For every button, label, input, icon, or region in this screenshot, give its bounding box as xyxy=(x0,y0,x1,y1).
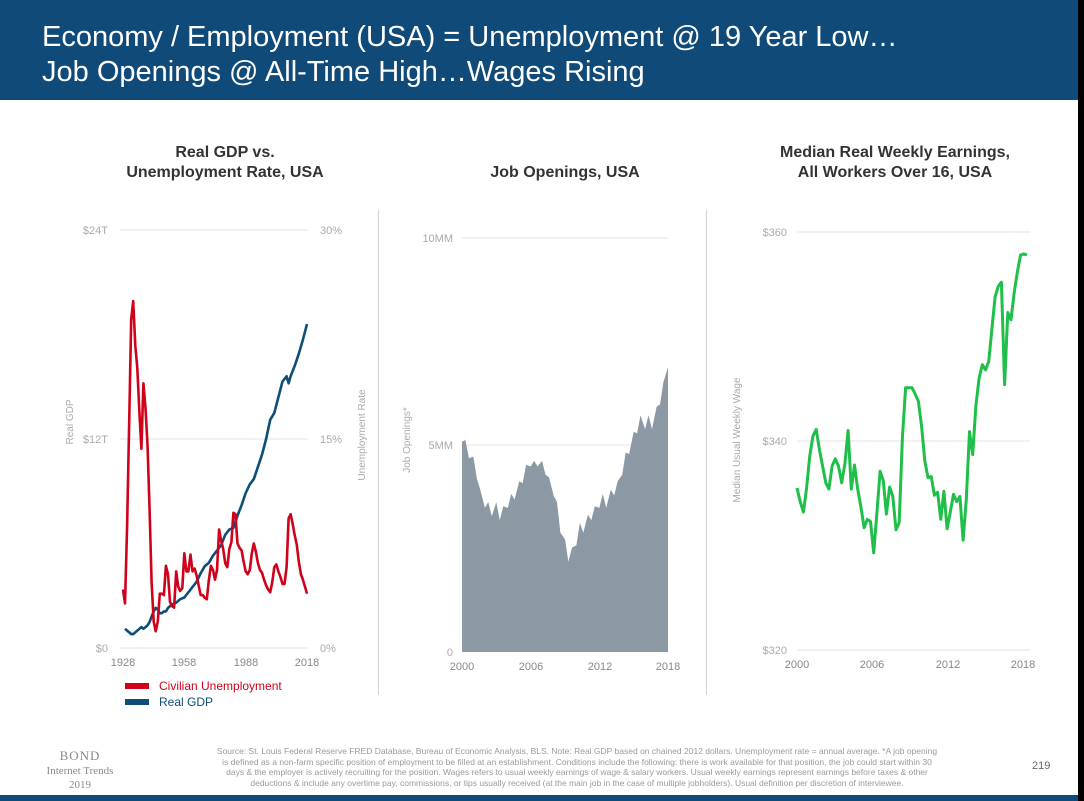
gdp-xtick-label: 1988 xyxy=(234,657,258,669)
bond-logo: BOND Internet Trends 2019 xyxy=(30,748,130,792)
slide-title-line2: Job Openings @ All-Time High…Wages Risin… xyxy=(42,56,645,88)
slide-header: Economy / Employment (USA) = Unemploymen… xyxy=(0,0,1078,100)
source-line: is defined as a non-farm specific positi… xyxy=(222,756,932,767)
gdp-xtick-label: 1958 xyxy=(172,657,196,669)
slide-title-line1: Economy / Employment (USA) = Unemploymen… xyxy=(42,21,898,53)
jobs-xtick-label: 2018 xyxy=(656,661,680,673)
unemployment-ytick-label: 30% xyxy=(320,225,342,237)
job-openings-area xyxy=(462,367,668,652)
panel-divider-left xyxy=(378,210,379,695)
gdp-ylabel: Real GDP xyxy=(65,399,76,444)
earnings-xtick-label: 2012 xyxy=(936,659,960,671)
jobs-xtick-label: 2006 xyxy=(519,661,543,673)
gdp-xtick-label: 2018 xyxy=(295,657,319,669)
earnings-ytick-label: $340 xyxy=(763,436,787,448)
earnings-xtick-label: 2006 xyxy=(860,659,884,671)
gdp-ytick-label: $24T xyxy=(83,225,108,237)
earnings-ylabel: Median Usual Weekly Wage xyxy=(732,377,743,502)
source-line: Source: St. Louis Federal Reserve FRED D… xyxy=(216,746,938,756)
jobs-xtick-label: 2012 xyxy=(588,661,612,673)
median-weekly-earnings-line xyxy=(795,252,1028,555)
source-line: days & the employer is actively recruiti… xyxy=(226,767,928,777)
jobs-ytick-label: 0 xyxy=(447,647,453,659)
gdp-chart-title: Real GDP vs. Unemployment Rate, USA xyxy=(80,143,370,183)
logo-year: 2019 xyxy=(69,779,91,791)
gdp-chart-title-line1: Real GDP vs. xyxy=(175,144,275,161)
source-note: Source: St. Louis Federal Reserve FRED D… xyxy=(132,746,1022,788)
gdp-xtick-label: 1928 xyxy=(111,657,135,669)
jobs-ytick-label: 5MM xyxy=(429,440,453,452)
source-line: deductions & include any overtime pay, c… xyxy=(250,777,904,788)
logo-text: BOND xyxy=(59,748,101,763)
earnings-ytick-label: $360 xyxy=(763,227,787,239)
jobs-ylabel: Job Openings* xyxy=(402,407,413,473)
legend-label: Real GDP xyxy=(159,695,214,709)
legend-item-unemployment: Civilian Unemployment xyxy=(125,679,282,693)
earnings-xtick-label: 2018 xyxy=(1011,659,1035,671)
jobs-xtick-label: 2000 xyxy=(450,661,474,673)
gdp-ytick-label: $0 xyxy=(96,643,108,655)
logo-subtext: Internet Trends xyxy=(46,765,114,777)
earnings-xtick-label: 2000 xyxy=(785,659,809,671)
earnings-chart-title: Median Real Weekly Earnings, All Workers… xyxy=(745,143,1045,183)
bottom-bar xyxy=(0,795,1078,801)
gdp-ytick-label: $12T xyxy=(83,434,108,446)
unemployment-ylabel: Unemployment Rate xyxy=(357,389,368,481)
earnings-chart-title-line1: Median Real Weekly Earnings, xyxy=(779,144,1010,161)
legend-label: Civilian Unemployment xyxy=(159,679,282,693)
job-openings-chart-title: Job Openings, USA xyxy=(490,164,640,181)
panel-divider-right xyxy=(706,210,707,695)
page-number: 219 xyxy=(1032,760,1051,772)
unemployment-ytick-label: 0% xyxy=(320,643,336,655)
legend-swatch xyxy=(125,683,149,689)
civilian-unemployment-line xyxy=(121,299,309,633)
earnings-ytick-label: $320 xyxy=(763,645,787,657)
gdp-chart-title-line2: Unemployment Rate, USA xyxy=(126,164,324,181)
legend-swatch xyxy=(125,699,149,705)
jobs-ytick-label: 10MM xyxy=(422,233,453,245)
earnings-chart-title-line2: All Workers Over 16, USA xyxy=(797,164,993,181)
legend-item-gdp: Real GDP xyxy=(125,695,213,709)
unemployment-ytick-label: 15% xyxy=(320,434,342,446)
